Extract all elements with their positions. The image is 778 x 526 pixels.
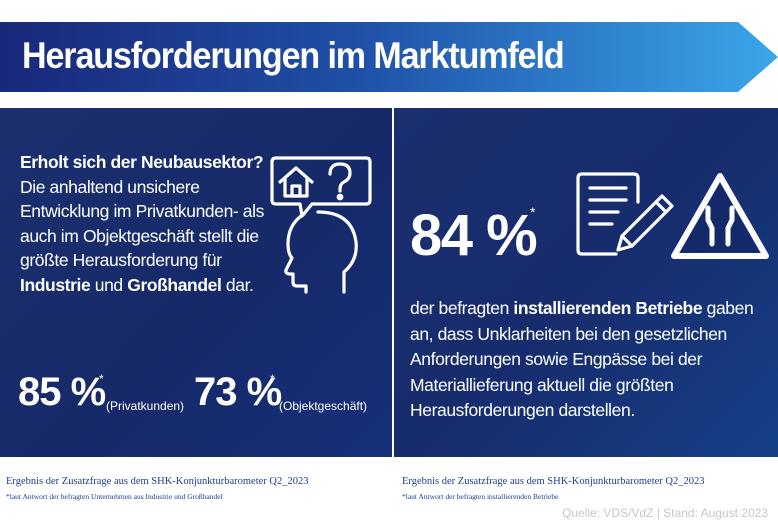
left-panel [0,108,392,457]
stat-objektgeschaeft-label: (Objektgeschäft) [279,399,368,413]
right-footnote-title: Ergebnis der Zusatzfrage aus dem SHK-Kon… [402,476,705,487]
page-title: Herausforderungen im Marktumfeld [22,35,565,76]
stat-objektgeschaeft-star: * [270,372,275,386]
head-house-question-icon [270,156,372,294]
source-credit: Quelle: VDS/VdZ | Stand: August 2023 [562,506,768,520]
left-body-end: dar. [221,274,254,295]
left-body-und: und [90,274,128,295]
left-footnote-sub: *laut Antwort der befragten Unternehmen … [6,492,223,501]
right-body-part2: gaben an, dass Unklarheiten bei den gese… [410,298,754,420]
left-footnote-title: Ergebnis der Zusatzfrage aus dem SHK-Kon… [6,476,309,487]
left-bold-grosshandel: Großhandel [127,274,222,295]
left-bold-industrie: Industrie [20,274,91,295]
left-description: Erholt sich der Neubausektor? Die anhalte… [20,150,280,297]
stat-privatkunden-star: * [99,372,104,386]
right-bold-betriebe: installierenden Betriebe [513,298,703,318]
left-body-part1: Die anhaltend unsichere Entwicklung im P… [20,176,264,271]
panel-divider [392,108,394,457]
stat-betriebe-value: 84 % [410,203,538,268]
stat-privatkunden-value: 85 % [18,370,106,414]
banner-arrow-shape [0,22,778,92]
right-panel [394,108,778,457]
document-pen-icon [576,172,674,256]
stat-objektgeschaeft-value: 73 % [194,370,282,414]
header-banner: Herausforderungen im Marktumfeld [0,22,778,92]
stat-privatkunden-label: (Privatkunden) [106,399,185,413]
right-description: der befragten installierenden Betriebe g… [410,296,772,424]
right-body-part1: der befragten [410,298,514,318]
road-narrows-sign-icon [671,173,769,259]
left-question: Erholt sich der Neubausektor? [20,152,264,172]
stat-betriebe-star: * [530,204,536,220]
right-footnote-sub: *laut Antwort der befragten installieren… [402,492,559,501]
